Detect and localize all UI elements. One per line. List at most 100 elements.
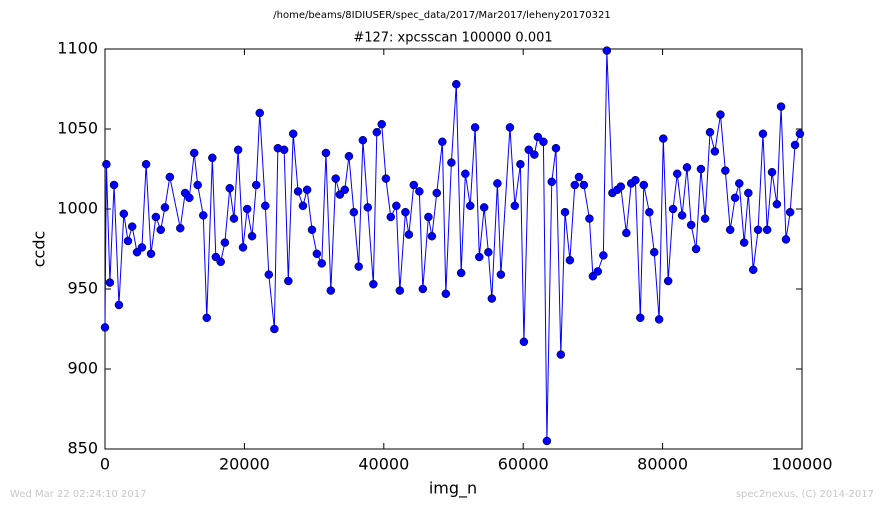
data-point <box>579 180 589 190</box>
data-point <box>677 211 687 220</box>
data-point <box>790 140 800 150</box>
data-point <box>199 211 208 220</box>
data-point <box>696 164 706 174</box>
data-point <box>574 172 584 182</box>
data-point <box>293 187 303 196</box>
data-point <box>452 79 461 89</box>
data-point <box>753 225 763 235</box>
data-point <box>137 243 147 252</box>
data-point <box>668 204 678 214</box>
data-point <box>748 265 758 275</box>
x-tick-label: 100000 <box>771 455 832 474</box>
y-tick-label: 1050 <box>57 119 98 138</box>
data-point <box>220 238 230 247</box>
data-point <box>369 279 378 289</box>
data-point <box>493 179 502 188</box>
data-point <box>202 313 212 323</box>
data-point <box>516 159 525 169</box>
data-point <box>404 230 414 239</box>
data-point <box>795 129 805 139</box>
data-point <box>377 119 386 129</box>
data-point <box>599 251 608 260</box>
data-point <box>767 167 777 177</box>
data-point <box>312 249 322 259</box>
data-point <box>105 278 115 287</box>
data-point <box>479 203 489 212</box>
data-point <box>672 169 682 179</box>
data-point <box>456 268 466 278</box>
data-point <box>602 46 612 55</box>
data-point <box>331 174 340 183</box>
data-point <box>119 209 129 219</box>
data-point <box>165 172 175 182</box>
data-point <box>261 201 270 211</box>
data-point <box>363 203 373 212</box>
data-point <box>123 236 133 246</box>
x-tick-label: 0 <box>100 455 110 474</box>
data-point <box>649 247 659 257</box>
data-point <box>284 276 293 286</box>
footer-right: spec2nexus, (C) 2014-2017 <box>736 489 874 500</box>
data-point <box>616 182 626 191</box>
data-point <box>475 252 484 262</box>
data-point <box>146 249 156 259</box>
data-point <box>565 255 575 265</box>
data-point <box>744 188 753 198</box>
data-point <box>524 145 534 155</box>
data-point <box>160 203 170 212</box>
x-tick-label: 80000 <box>637 455 688 474</box>
x-axis-label: img_n <box>429 479 477 499</box>
data-point <box>418 284 428 294</box>
data-point <box>758 129 768 139</box>
data-point <box>447 158 456 167</box>
y-tick-label: 1000 <box>57 199 98 218</box>
data-point <box>663 276 673 286</box>
data-point <box>372 127 382 137</box>
data-point <box>264 270 274 279</box>
data-point <box>730 193 740 203</box>
data-point <box>381 174 391 183</box>
data-point <box>645 207 654 217</box>
data-point <box>705 127 715 137</box>
data-point <box>465 201 475 211</box>
x-tick-label: 20000 <box>219 455 270 474</box>
data-point <box>785 207 795 217</box>
data-point <box>193 180 202 190</box>
data-point <box>189 148 199 158</box>
data-point <box>326 286 336 295</box>
data-point <box>530 150 539 159</box>
y-tick-label: 900 <box>67 359 98 378</box>
x-tick-label: 60000 <box>498 455 549 474</box>
data-point <box>340 185 350 195</box>
y-axis-label: ccdc <box>30 231 49 268</box>
data-point <box>255 108 264 118</box>
data-point <box>427 231 437 241</box>
data-point <box>556 350 566 359</box>
data-point <box>176 223 185 233</box>
data-point <box>141 159 151 169</box>
data-point <box>114 300 124 310</box>
data-point <box>470 123 480 132</box>
data-point <box>100 323 110 332</box>
data-point <box>682 163 692 172</box>
data-point <box>288 129 298 139</box>
data-point <box>593 267 603 276</box>
plot-frame <box>104 48 803 450</box>
data-point <box>349 207 359 217</box>
data-point <box>533 132 543 142</box>
data-point <box>156 225 166 235</box>
x-tick-label: 40000 <box>358 455 409 474</box>
data-point <box>551 143 561 153</box>
data-point <box>127 222 137 231</box>
data-point <box>636 313 645 323</box>
data-point <box>721 166 730 175</box>
data-point <box>298 201 308 211</box>
data-point <box>542 436 552 446</box>
data-point <box>622 228 631 238</box>
data-point <box>270 324 279 334</box>
data-point <box>716 110 725 119</box>
data-point <box>354 262 363 271</box>
data-point <box>401 207 410 217</box>
